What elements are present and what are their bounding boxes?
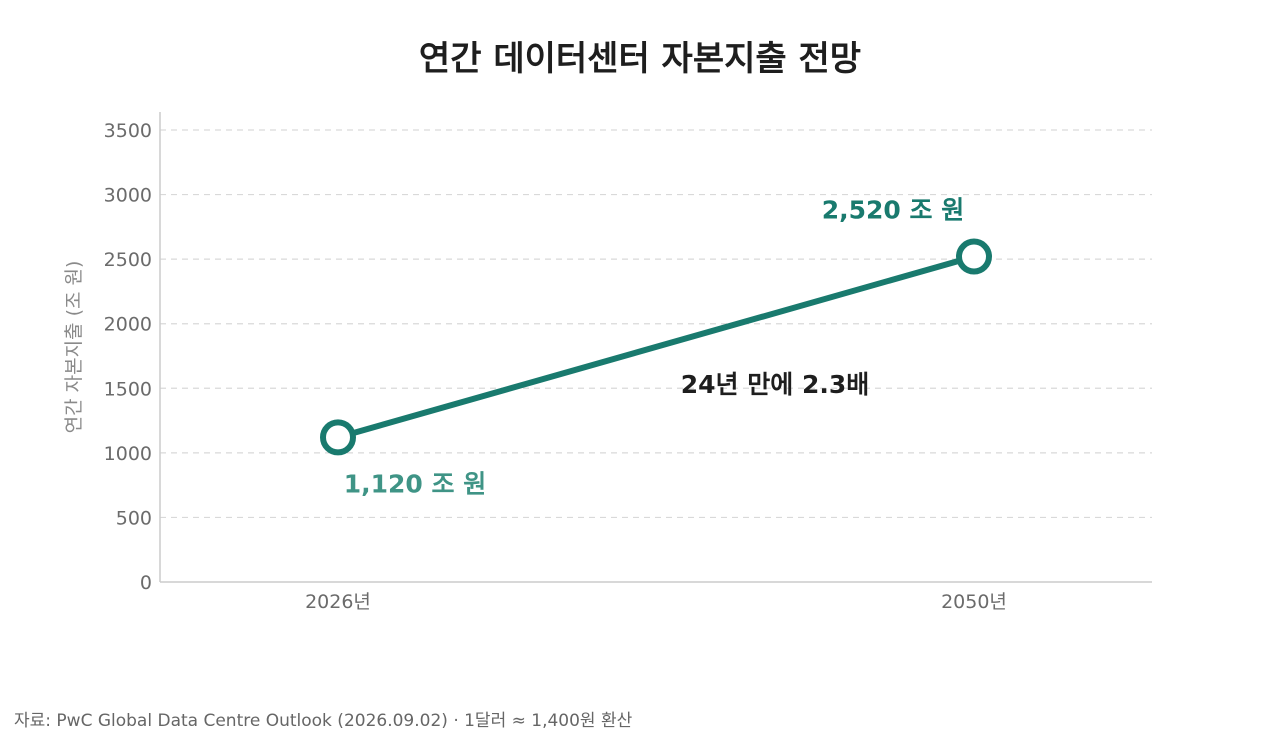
line-chart: 연간 데이터센터 자본지출 전망 0 500 1000 1500 2000 2500 300… [63, 39, 1152, 613]
data-points: 1,120 조 원 2,520 조 원 [320, 196, 992, 498]
x-tick-labels: 2026년 2050년 [305, 591, 1007, 613]
chart-title: 연간 데이터센터 자본지출 전망 [419, 39, 861, 79]
growth-annotation: 24년 만에 2.3배 [681, 370, 870, 399]
x-tick-label: 2026년 [305, 591, 371, 613]
y-tick-label: 1500 [104, 378, 152, 400]
y-tick-label: 2500 [104, 249, 152, 271]
data-label: 1,120 조 원 [344, 469, 487, 498]
y-axis-label: 연간 자본지출 (조 원) [63, 261, 85, 434]
y-tick-label: 3500 [104, 120, 152, 142]
series-line [335, 253, 977, 441]
y-tick-label: 3000 [104, 185, 152, 207]
y-tick-label: 0 [140, 572, 152, 594]
x-tick-label: 2050년 [941, 591, 1007, 613]
data-point [320, 419, 356, 456]
data-label: 2,520 조 원 [822, 196, 965, 225]
gridlines [160, 129, 1152, 519]
source-note: 자료: PwC Global Data Centre Outlook (2026… [14, 711, 633, 731]
y-tick-label: 500 [116, 507, 152, 529]
y-tick-label: 1000 [104, 443, 152, 465]
y-tick-labels: 0 500 1000 1500 2000 2500 3000 3500 [104, 120, 152, 594]
y-tick-label: 2000 [104, 314, 152, 336]
data-point [956, 238, 992, 275]
